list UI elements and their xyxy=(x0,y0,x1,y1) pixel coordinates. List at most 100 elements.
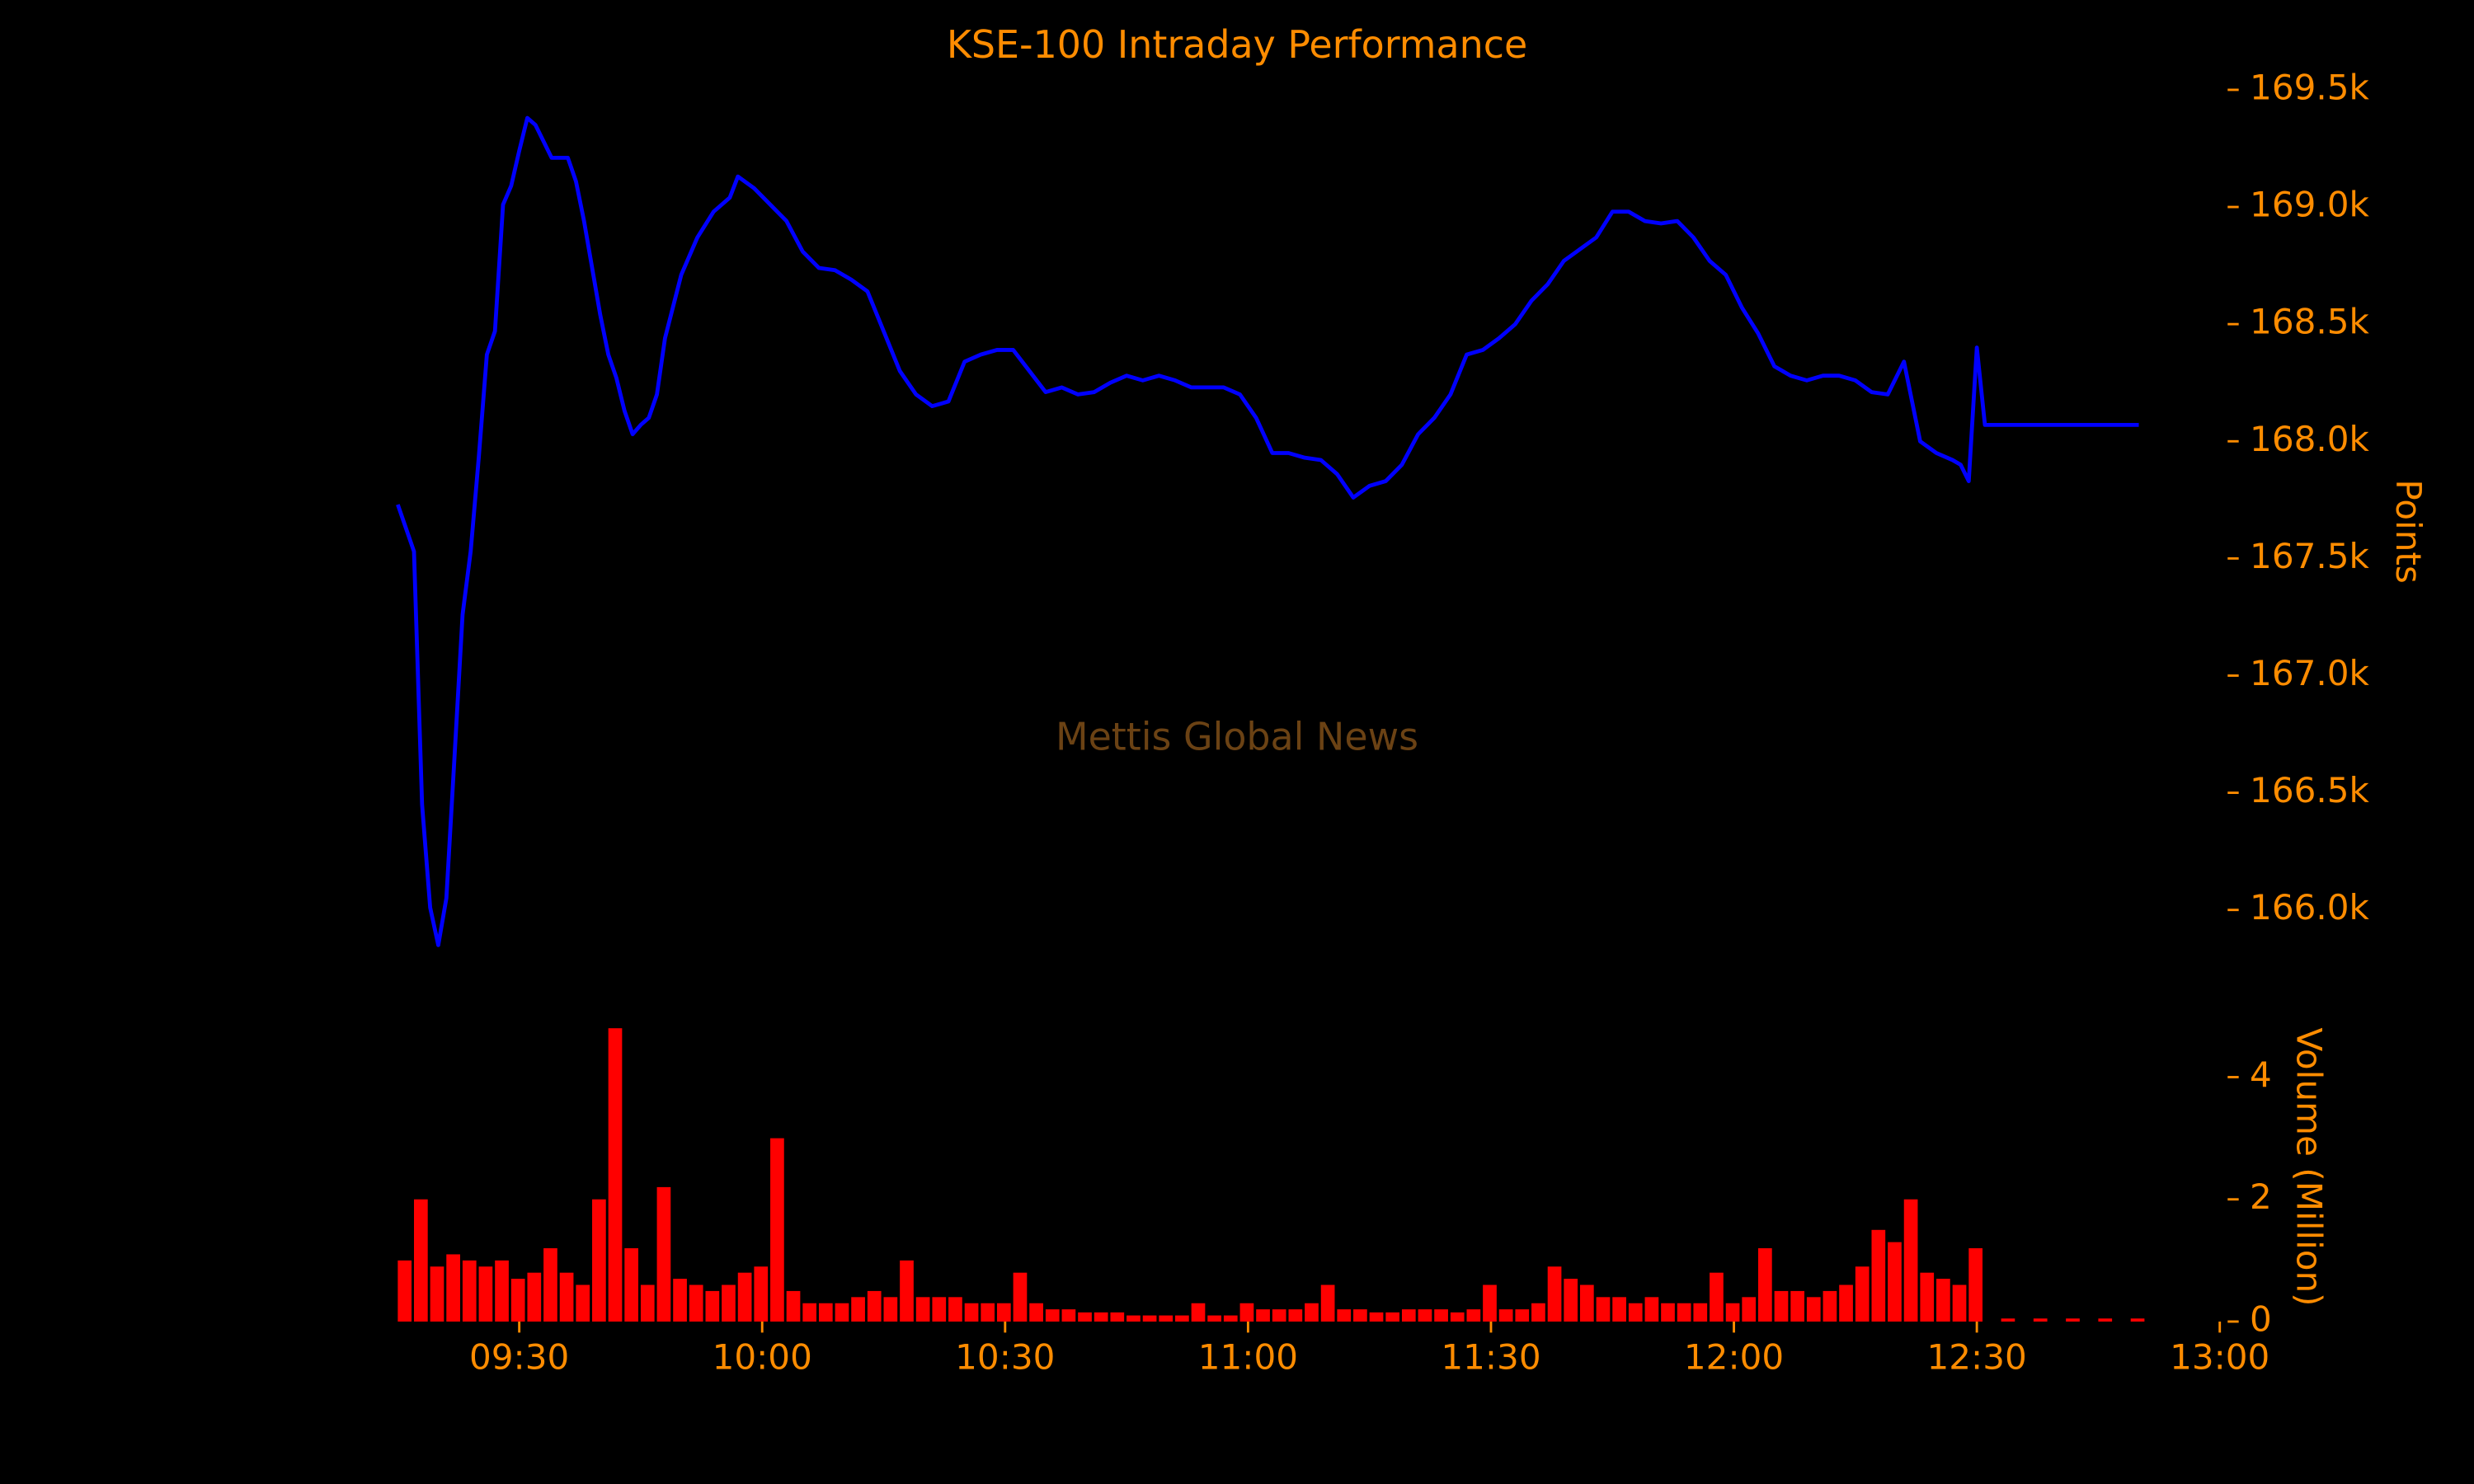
volume-bar xyxy=(1434,1309,1448,1322)
y-tick-label: 4 xyxy=(2250,1054,2272,1095)
y-tick-label: 167.5k xyxy=(2250,536,2369,576)
volume-bar xyxy=(510,1279,525,1322)
volume-bar xyxy=(1758,1248,1772,1322)
volume-bar xyxy=(705,1290,720,1322)
y-tick-label: 2 xyxy=(2250,1176,2272,1217)
volume-bar xyxy=(1078,1312,1092,1322)
volume-bar xyxy=(624,1248,638,1322)
volume-bar xyxy=(1159,1315,1174,1322)
volume-bar xyxy=(462,1260,477,1322)
volume-bar xyxy=(1142,1315,1157,1322)
x-tick-label: 10:30 xyxy=(955,1336,1055,1377)
volume-bar xyxy=(1256,1309,1270,1322)
volume-bar xyxy=(867,1290,882,1322)
volume-bar xyxy=(495,1260,509,1322)
x-tick-label: 12:00 xyxy=(1684,1336,1784,1377)
y-tick-label: 168.0k xyxy=(2250,419,2369,459)
volume-bar xyxy=(640,1284,655,1322)
volume-bar xyxy=(1029,1303,1043,1322)
volume-bar xyxy=(1353,1309,1367,1322)
y-tick-label: 166.5k xyxy=(2250,770,2369,810)
volume-bar xyxy=(1888,1242,1902,1322)
volume-bar xyxy=(1742,1297,1757,1322)
volume-bar xyxy=(737,1272,752,1322)
volume-bar xyxy=(1094,1312,1108,1322)
volume-bar xyxy=(397,1260,412,1322)
volume-bar xyxy=(430,1266,444,1322)
volume-bar xyxy=(1418,1309,1432,1322)
volume-bar xyxy=(478,1266,493,1322)
volume-bar xyxy=(689,1284,703,1322)
x-tick-label: 12:30 xyxy=(1926,1336,2026,1377)
volume-bar xyxy=(1369,1312,1384,1322)
y-tick-label: 167.0k xyxy=(2250,653,2369,693)
volume-bar xyxy=(1903,1199,1918,1322)
volume-bar xyxy=(2066,1318,2080,1322)
volume-bar xyxy=(981,1303,995,1322)
volume-bar xyxy=(1110,1312,1125,1322)
volume-bar xyxy=(1628,1303,1643,1322)
volume-bar xyxy=(722,1284,736,1322)
volume-bar xyxy=(576,1284,590,1322)
volume-bar xyxy=(1790,1290,1804,1322)
volume-bar xyxy=(1061,1309,1076,1322)
volume-bar xyxy=(1288,1309,1303,1322)
chart-title: KSE-100 Intraday Performance xyxy=(947,22,1527,67)
volume-bar xyxy=(1191,1303,1206,1322)
volume-bar xyxy=(1855,1266,1870,1322)
volume-bar xyxy=(1725,1303,1740,1322)
volume-bar xyxy=(1644,1297,1659,1322)
volume-bar xyxy=(1806,1297,1821,1322)
volume-bar xyxy=(559,1272,574,1322)
volume-bar xyxy=(2033,1318,2048,1322)
volume-bar xyxy=(1547,1266,1562,1322)
volume-bar xyxy=(1320,1284,1335,1322)
volume-bar xyxy=(1920,1272,1935,1322)
volume-bar xyxy=(883,1297,898,1322)
volume-bar xyxy=(1272,1309,1286,1322)
volume-bar xyxy=(1239,1303,1254,1322)
volume-bar xyxy=(1968,1248,1983,1322)
volume-bar xyxy=(446,1254,460,1322)
x-tick-label: 13:00 xyxy=(2170,1336,2269,1377)
y-tick-label: 169.5k xyxy=(2250,67,2369,107)
volume-bar xyxy=(915,1297,930,1322)
volume-bar xyxy=(608,1028,623,1322)
watermark: Mettis Global News xyxy=(1056,715,1418,759)
volume-bar xyxy=(1952,1284,1967,1322)
volume-bar xyxy=(1774,1290,1789,1322)
volume-bar xyxy=(1126,1315,1141,1322)
volume-bar xyxy=(932,1297,947,1322)
volume-bar xyxy=(1871,1229,1886,1322)
volume-bar xyxy=(1175,1315,1189,1322)
volume-bar xyxy=(1936,1279,1950,1322)
volume-bar xyxy=(900,1260,914,1322)
volume-bar xyxy=(413,1199,428,1322)
y-tick-label: 168.5k xyxy=(2250,302,2369,342)
volume-bar xyxy=(948,1297,962,1322)
volume-bar xyxy=(1693,1303,1708,1322)
volume-bar xyxy=(2001,1318,2015,1322)
volume-bar xyxy=(835,1303,849,1322)
volume-bar xyxy=(2130,1318,2145,1322)
volume-bar xyxy=(673,1279,687,1322)
volume-bar xyxy=(1498,1309,1513,1322)
volume-bar xyxy=(527,1272,542,1322)
x-tick-label: 09:30 xyxy=(469,1336,569,1377)
x-tick-label: 11:30 xyxy=(1441,1336,1540,1377)
volume-bar xyxy=(1564,1279,1578,1322)
volume-bar xyxy=(1385,1312,1400,1322)
volume-bar xyxy=(1305,1303,1319,1322)
volume-bar xyxy=(754,1266,769,1322)
volume-bar xyxy=(1661,1303,1675,1322)
volume-bar xyxy=(1612,1297,1626,1322)
volume-bar xyxy=(996,1303,1011,1322)
volume-bar xyxy=(1013,1272,1028,1322)
y2-axis-label: Volume (Million) xyxy=(2288,1027,2329,1306)
volume-bar xyxy=(1401,1309,1416,1322)
y-tick-label: 0 xyxy=(2250,1298,2272,1339)
volume-bar xyxy=(1045,1309,1060,1322)
volume-bar xyxy=(1710,1272,1724,1322)
x-tick-label: 11:00 xyxy=(1198,1336,1298,1377)
